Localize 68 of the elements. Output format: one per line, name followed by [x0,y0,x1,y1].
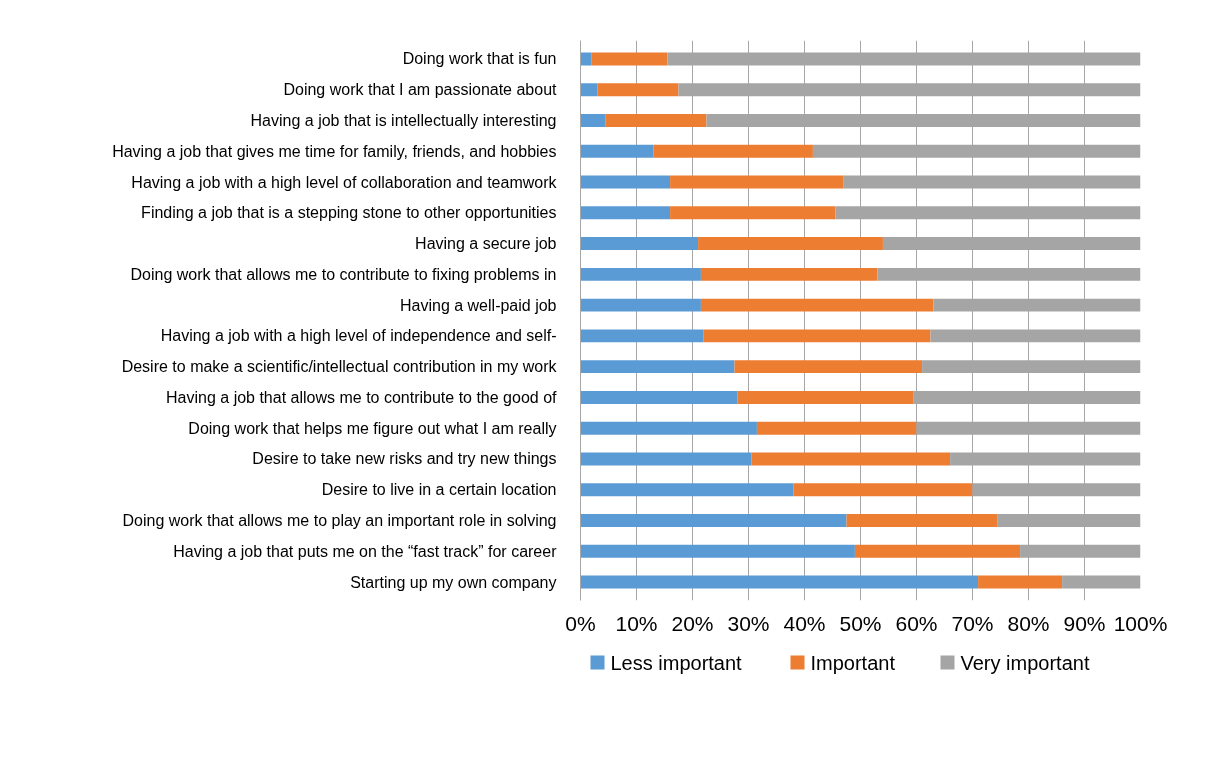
bar [580,237,699,251]
bar [580,206,671,220]
y-tick-label: Having a job with a high level of independence and self- [160,327,557,345]
legend-label: Less important [610,651,743,674]
bar [854,544,1021,558]
bar [756,421,917,435]
bar [597,83,679,97]
bar [580,544,855,558]
bar [580,52,592,66]
bar [670,206,836,220]
bar [580,114,606,127]
bar [703,329,931,343]
x-tick-label: 0% [565,611,596,635]
bar [734,360,923,374]
y-tick-label: Having a job with a high level of collaboration and teamwork [131,173,558,191]
bar [751,452,951,466]
bar [591,52,668,66]
bar [580,514,847,527]
bar [737,390,914,404]
y-tick-label: Having a job that is intellectually interesting [250,112,557,129]
bar [580,175,671,189]
bar [700,298,934,312]
y-tick-label: Finding a job that is a stepping stone to other opportunities [141,204,557,222]
legend-label: Very important [960,651,1090,674]
bar [700,267,878,281]
x-tick-label: 20% [671,611,714,635]
bar [846,514,998,527]
bar [580,390,738,404]
y-tick-label: Having a job that puts me on the “fast track” for career [173,542,558,560]
bar [978,575,1063,589]
x-tick-label: 80% [1007,611,1050,635]
bar [580,483,794,497]
y-tick-label: Doing work that I am passionate about [283,81,558,99]
bar [793,483,973,497]
y-tick-label: Starting up my own company [350,573,557,591]
x-tick-label: 40% [783,611,826,635]
bar [670,175,844,189]
x-tick-label: 60% [895,611,938,635]
x-tick-label: 30% [727,611,770,635]
y-tick-label: Desire to make a scientific/intellectual contribution in my work [121,358,558,376]
x-tick-label: 50% [839,611,882,635]
legend-label: Important [810,651,896,674]
bar [653,144,813,158]
bar [580,267,701,281]
y-tick-label: Desire to take new risks and try new things [252,450,557,468]
y-tick-label: Having a job that gives me time for family, friends, and hobbies [112,142,557,160]
bar [580,83,598,97]
y-tick-label: Having a secure job [415,235,557,253]
bar [698,237,883,251]
x-tick-label: 70% [951,611,994,635]
y-tick-label: Doing work that allows me to contribute to fixing problems in [130,265,557,283]
bar [580,298,701,312]
y-tick-label: Doing work that helps me figure out what I am really [188,419,557,437]
bar [580,329,704,343]
bar [605,114,707,127]
y-tick-label: Doing work that allows me to play an important role in solving [122,512,557,529]
bar [580,144,654,158]
bar [580,452,752,466]
x-tick-label: 100% [1113,611,1168,635]
y-tick-label: Desire to live in a certain location [321,481,557,499]
y-tick-label: Having a job that allows me to contribute to the good of [166,388,558,406]
x-tick-label: 90% [1063,611,1106,635]
bar [580,575,979,589]
y-tick-label: Doing work that is fun [402,50,557,68]
x-tick-label: 10% [615,611,658,635]
bar [580,360,735,374]
y-tick-label: Having a well-paid job [399,296,557,314]
bar [580,421,757,435]
